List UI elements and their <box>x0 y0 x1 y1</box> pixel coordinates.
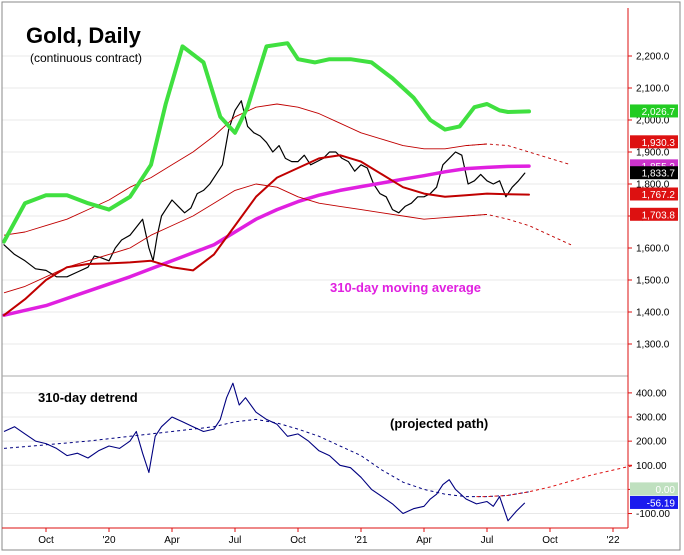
upper-y-tick-label: 1,500.0 <box>636 276 670 287</box>
upper-badge-label: 2,026.7 <box>642 107 676 118</box>
x-tick-label: Jul <box>229 535 242 546</box>
upper-y-tick-label: 1,300.0 <box>636 340 670 351</box>
x-tick-label: Apr <box>416 535 432 546</box>
price-badges: 2,026.71,930.31,855.21,833.71,767.21,703… <box>630 104 678 509</box>
lower-grid <box>2 392 628 515</box>
upper-badge <box>630 135 678 149</box>
upper-badge-label: 1,833.7 <box>642 169 676 180</box>
series-projected-path <box>476 464 635 498</box>
series-cycle-projection <box>2 41 531 244</box>
lower-y-tick-label: -100.00 <box>636 509 670 520</box>
upper-badge <box>630 187 678 201</box>
x-tick-label: '20 <box>102 535 115 546</box>
x-tick-label: '22 <box>606 535 619 546</box>
upper-y-tick-label: 1,900.0 <box>636 148 670 159</box>
upper-badge-label: 1,767.2 <box>642 190 676 201</box>
x-tick-label: Apr <box>164 535 180 546</box>
x-tick-label: Oct <box>38 535 54 546</box>
upper-y-tick-label: 1,400.0 <box>636 308 670 319</box>
series-310-day-moving-average <box>2 164 531 317</box>
upper-y-tick-label: 2,000.0 <box>636 116 670 127</box>
upper-grid <box>2 55 628 345</box>
upper-y-tick-label: 1,600.0 <box>636 244 670 255</box>
chart-title: Gold, Daily <box>26 23 142 48</box>
lower-y-tick-label: 200.00 <box>636 437 667 448</box>
x-tick-label: Oct <box>290 535 306 546</box>
lower-y-tick-label: 300.00 <box>636 413 667 424</box>
series-gold-daily-price <box>3 100 526 278</box>
chart-subtitle: (continuous contract) <box>30 51 142 65</box>
moving-average-annotation: 310-day moving average <box>330 280 481 295</box>
series-detrend-average <box>3 418 530 498</box>
series-lower-band <box>3 183 488 294</box>
lower-badge <box>630 482 678 496</box>
upper-y-tick-label: 1,800.0 <box>636 180 670 191</box>
lower-y-tick-label: 400.00 <box>636 388 667 399</box>
upper-series <box>2 41 572 317</box>
x-tick-label: '21 <box>354 535 367 546</box>
upper-badge <box>630 166 678 180</box>
x-tick-label: Oct <box>542 535 558 546</box>
lower-badge-label: -56.19 <box>647 498 676 509</box>
lower-series <box>3 382 635 522</box>
series-lower-band-projection <box>465 213 572 246</box>
series-short-moving-average <box>3 154 530 317</box>
upper-badge-label: 1,930.3 <box>642 138 676 149</box>
upper-y-tick-label: 2,100.0 <box>636 84 670 95</box>
upper-badge <box>630 207 678 221</box>
x-tick-label: Jul <box>481 535 494 546</box>
upper-y-tick-label: 2,200.0 <box>636 52 670 63</box>
lower-y-tick-label: 100.00 <box>636 461 667 472</box>
detrend-title: 310-day detrend <box>38 390 138 405</box>
upper-badge <box>630 104 678 118</box>
upper-badge-label: 1,703.8 <box>642 210 676 221</box>
series-310-day-detrend <box>3 382 526 522</box>
lower-badge-label: 0.00 <box>656 485 676 496</box>
x-ticks: Oct '20 Apr Jul Oct '21 Apr Jul Oct '22 <box>38 528 620 546</box>
lower-badge <box>630 495 678 509</box>
projected-path-annotation: (projected path) <box>390 416 488 431</box>
